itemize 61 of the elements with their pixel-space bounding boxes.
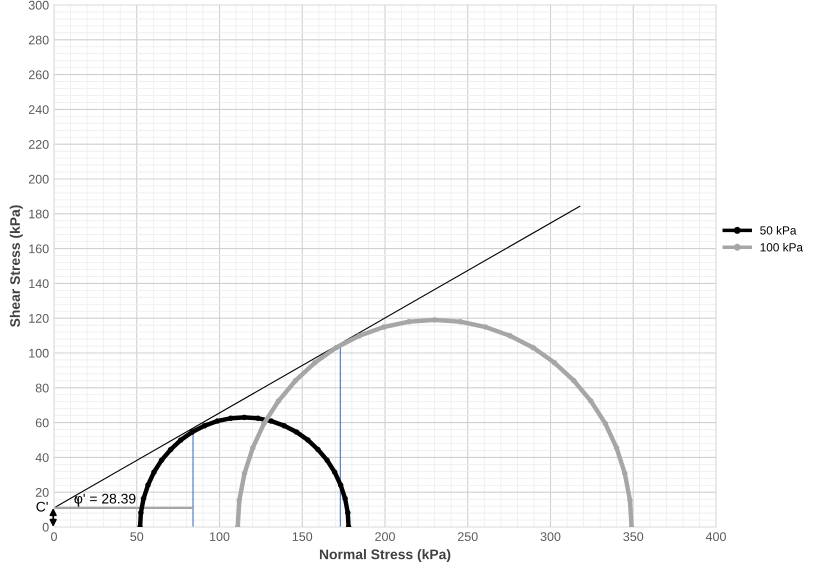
y-tick-label: 280 xyxy=(28,36,49,44)
point xyxy=(507,332,513,339)
x-axis-title: Normal Stress (kPa) xyxy=(320,549,450,562)
x-tick-label: 400 xyxy=(706,532,726,542)
y-tick-label: 100 xyxy=(29,348,49,358)
y-tick-label: 260 xyxy=(28,70,49,80)
y-tick-label: 300 xyxy=(28,0,49,10)
legend-label: 50 kPa xyxy=(760,226,796,235)
y-tick-label: 60 xyxy=(36,418,49,428)
point xyxy=(338,482,344,488)
annotation: C' xyxy=(36,502,48,512)
point xyxy=(158,457,164,463)
point xyxy=(276,398,282,404)
y-tick-label: 80 xyxy=(36,384,49,392)
x-tick-label: 0 xyxy=(51,532,57,542)
x-tick-label: 250 xyxy=(458,532,478,542)
point xyxy=(294,429,300,435)
point xyxy=(552,360,558,366)
point xyxy=(380,324,386,330)
point xyxy=(168,446,174,452)
point xyxy=(189,429,195,435)
y-tick-label: 0 xyxy=(42,522,49,532)
x-tick-label: 150 xyxy=(292,532,312,542)
x-tick-label: 350 xyxy=(623,532,644,542)
point xyxy=(571,378,577,384)
point xyxy=(292,378,298,384)
point xyxy=(342,496,348,502)
line-series xyxy=(234,317,634,527)
y-tick-label: 40 xyxy=(36,453,49,462)
point xyxy=(151,469,157,475)
point xyxy=(356,332,362,339)
point xyxy=(602,420,608,426)
y-tick-label: 220 xyxy=(28,140,49,149)
point xyxy=(140,496,146,502)
x-tick-label: 300 xyxy=(540,532,560,542)
point xyxy=(268,418,274,424)
y-tick-label: 140 xyxy=(29,279,49,288)
point xyxy=(530,344,536,350)
x-tick-label: 100 xyxy=(210,532,230,542)
y-tick-label: 20 xyxy=(36,488,49,497)
y-tick-label: 240 xyxy=(28,105,49,114)
point xyxy=(324,457,330,463)
point xyxy=(178,437,184,443)
point xyxy=(261,420,267,426)
point xyxy=(145,482,151,488)
y-tick-label: 200 xyxy=(28,174,49,184)
point xyxy=(588,398,594,404)
y-axis-title: Shear Stress (kPa) xyxy=(10,205,23,327)
point xyxy=(332,469,338,475)
point xyxy=(315,446,321,452)
point xyxy=(305,437,311,443)
point xyxy=(312,360,318,366)
point xyxy=(333,344,339,350)
y-tick-label: 160 xyxy=(29,244,49,254)
point xyxy=(202,422,208,429)
x-tick-label: 50 xyxy=(130,532,144,542)
legend-label: 100 kPa xyxy=(760,242,803,252)
y-tick-label: 120 xyxy=(29,314,49,323)
point xyxy=(281,422,287,429)
x-tick-label: 200 xyxy=(375,532,395,542)
y-tick-label: 180 xyxy=(29,210,49,218)
